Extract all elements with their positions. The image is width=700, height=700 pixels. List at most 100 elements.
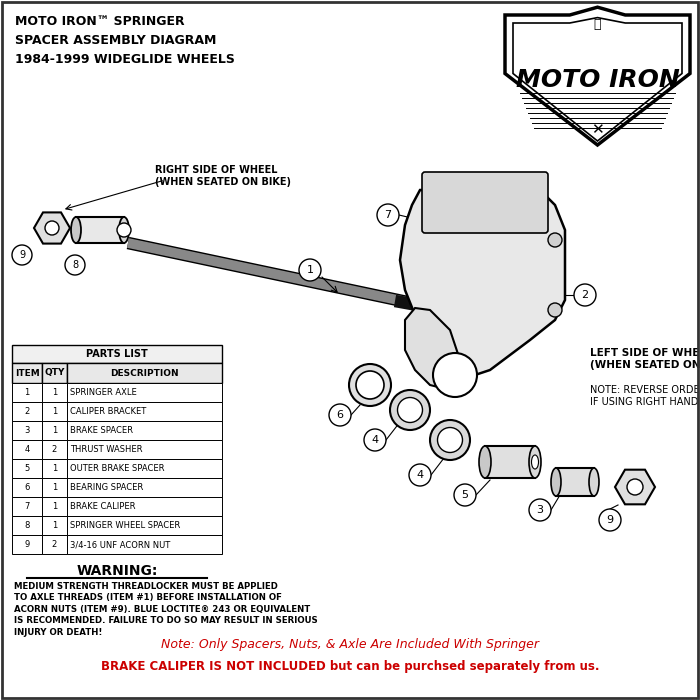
Text: PARTS LIST: PARTS LIST [86,349,148,359]
Text: RIGHT SIDE OF WHEEL
(WHEN SEATED ON BIKE): RIGHT SIDE OF WHEEL (WHEN SEATED ON BIKE… [155,165,291,187]
Text: THRUST WASHER: THRUST WASHER [70,445,143,454]
FancyBboxPatch shape [42,478,67,497]
Circle shape [377,204,399,226]
Text: 1: 1 [52,388,57,397]
Circle shape [409,464,431,486]
Text: WARNING:: WARNING: [76,564,158,578]
Text: 8: 8 [72,260,78,270]
FancyBboxPatch shape [67,497,222,516]
Circle shape [548,303,562,317]
Circle shape [364,429,386,451]
Text: 7: 7 [384,210,391,220]
FancyBboxPatch shape [12,402,42,421]
Ellipse shape [438,428,463,452]
FancyBboxPatch shape [67,478,222,497]
Ellipse shape [119,217,129,243]
Text: BRAKE SPACER: BRAKE SPACER [70,426,133,435]
Text: 1: 1 [307,265,314,275]
Text: 4: 4 [416,470,424,480]
FancyBboxPatch shape [67,421,222,440]
Text: Note: Only Spacers, Nuts, & Axle Are Included With Springer: Note: Only Spacers, Nuts, & Axle Are Inc… [161,638,539,651]
FancyBboxPatch shape [67,402,222,421]
Text: 1: 1 [52,521,57,530]
FancyBboxPatch shape [67,383,222,402]
Text: 1: 1 [25,388,29,397]
Ellipse shape [349,364,391,406]
FancyBboxPatch shape [12,383,42,402]
Text: 2: 2 [25,407,29,416]
Text: 4: 4 [372,435,379,445]
FancyBboxPatch shape [12,516,42,535]
Circle shape [45,221,59,235]
Text: ITEM: ITEM [15,368,39,377]
FancyBboxPatch shape [12,478,42,497]
FancyBboxPatch shape [12,421,42,440]
FancyBboxPatch shape [67,516,222,535]
Circle shape [627,479,643,495]
Ellipse shape [430,420,470,460]
Polygon shape [34,212,70,244]
FancyBboxPatch shape [42,497,67,516]
Ellipse shape [551,468,561,496]
Circle shape [329,404,351,426]
FancyBboxPatch shape [12,345,222,363]
Circle shape [529,499,551,521]
FancyBboxPatch shape [42,402,67,421]
Ellipse shape [71,217,81,243]
Text: 5: 5 [461,490,468,500]
Circle shape [65,255,85,275]
Text: 3/4-16 UNF ACORN NUT: 3/4-16 UNF ACORN NUT [70,540,170,549]
Text: BEARING SPACER: BEARING SPACER [70,483,144,492]
Ellipse shape [479,446,491,478]
FancyBboxPatch shape [42,363,67,383]
Circle shape [299,259,321,281]
Text: 8: 8 [25,521,29,530]
Polygon shape [615,470,655,504]
Text: 9: 9 [606,515,614,525]
FancyBboxPatch shape [42,459,67,478]
FancyBboxPatch shape [12,363,42,383]
Text: 🦅: 🦅 [594,18,601,32]
FancyBboxPatch shape [67,363,222,383]
FancyBboxPatch shape [556,468,594,496]
Text: 1: 1 [52,483,57,492]
FancyBboxPatch shape [67,535,222,554]
FancyBboxPatch shape [67,459,222,478]
Text: 6: 6 [337,410,344,420]
Text: 4: 4 [25,445,29,454]
FancyBboxPatch shape [422,172,548,233]
Polygon shape [505,7,690,145]
Text: CALIPER BRACKET: CALIPER BRACKET [70,407,146,416]
Text: SPRINGER WHEEL SPACER: SPRINGER WHEEL SPACER [70,521,181,530]
Text: 1: 1 [52,407,57,416]
Text: MOTO IRON: MOTO IRON [516,68,680,92]
FancyBboxPatch shape [12,459,42,478]
Text: MEDIUM STRENGTH THREADLOCKER MUST BE APPLIED
TO AXLE THREADS (ITEM #1) BEFORE IN: MEDIUM STRENGTH THREADLOCKER MUST BE APP… [14,582,318,637]
Text: NOTE: REVERSE ORDER OF ASSEMBLY
IF USING RIGHT HAND CALIPER: NOTE: REVERSE ORDER OF ASSEMBLY IF USING… [590,385,700,407]
Polygon shape [400,190,565,375]
FancyBboxPatch shape [76,217,124,243]
Circle shape [117,223,131,237]
FancyBboxPatch shape [67,440,222,459]
FancyBboxPatch shape [12,497,42,516]
FancyBboxPatch shape [12,535,42,554]
Text: 5: 5 [25,464,29,473]
FancyBboxPatch shape [42,440,67,459]
FancyBboxPatch shape [12,440,42,459]
Text: 9: 9 [25,540,29,549]
Text: BRAKE CALIPER: BRAKE CALIPER [70,502,136,511]
Text: 1: 1 [52,464,57,473]
Text: MOTO IRON™ SPRINGER
SPACER ASSEMBLY DIAGRAM
1984-1999 WIDEGLIDE WHEELS: MOTO IRON™ SPRINGER SPACER ASSEMBLY DIAG… [15,15,235,66]
Text: LEFT SIDE OF WHEEL
(WHEN SEATED ON BIKE): LEFT SIDE OF WHEEL (WHEN SEATED ON BIKE) [590,348,700,370]
Ellipse shape [531,455,538,469]
Text: 3: 3 [25,426,29,435]
FancyBboxPatch shape [42,421,67,440]
Text: 1: 1 [52,502,57,511]
Ellipse shape [529,446,541,478]
Text: SPRINGER AXLE: SPRINGER AXLE [70,388,136,397]
Circle shape [548,233,562,247]
Text: DESCRIPTION: DESCRIPTION [110,368,178,377]
Text: ✕: ✕ [591,122,604,137]
FancyBboxPatch shape [42,383,67,402]
Circle shape [433,353,477,397]
